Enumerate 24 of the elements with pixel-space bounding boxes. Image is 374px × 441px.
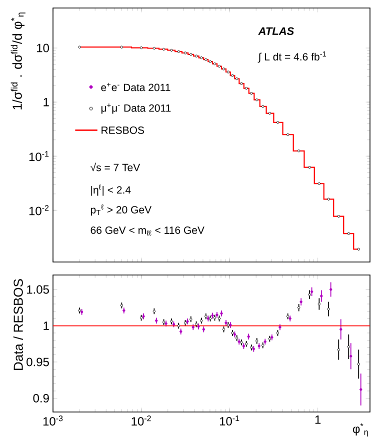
y-tick-label: 10$^{-2}$	[29, 205, 49, 216]
legend-label: e$^{+}$e$^{-}$ Data 2011	[101, 82, 170, 92]
annotation: √s = 7 TeV	[90, 162, 140, 172]
y-tick-label: 1	[44, 98, 49, 106]
x-tick-label: 10$^{-1}$	[220, 416, 240, 426]
y-tick-label: 0.9	[33, 394, 49, 402]
annotation: |η$^{ℓ}$| < 2.4	[91, 184, 131, 196]
y-tick-label: 10$^{-1}$	[29, 151, 49, 162]
annotation: 66 GeV < m$_{ℓℓ}$ < 116 GeV	[90, 226, 204, 236]
x-tick-label: 1	[315, 416, 321, 424]
y-tick-label: 10	[37, 44, 49, 52]
annotation: p$_{T}$$^{ℓ}$ > 20 GeV	[90, 204, 152, 216]
x-tick-label: 10$^{-2}$	[132, 416, 151, 426]
y-tick-label: 1.05	[27, 285, 49, 294]
x-tick-label: 10$^{-3}$	[43, 416, 63, 426]
y-axis-title: Data / RESBOS	[13, 279, 23, 370]
y-tick-label: 1	[44, 322, 49, 330]
y-tick-label: 0.95	[26, 358, 49, 366]
y-axis-title: 1/σ$^{fid}$ . dσ$^{fid}$/d φ$^{*}$η	[10, 12, 26, 110]
legend-label: μ$^{+}$μ$^{-}$ Data 2011	[101, 103, 171, 114]
legend-label: RESBOS	[102, 126, 144, 134]
annotation: ATLAS	[258, 27, 294, 36]
x-axis-title: φ$^{*}$η	[352, 423, 368, 437]
annotation: ∫ L dt = 4.6 fb$^{-1}$	[258, 51, 326, 63]
